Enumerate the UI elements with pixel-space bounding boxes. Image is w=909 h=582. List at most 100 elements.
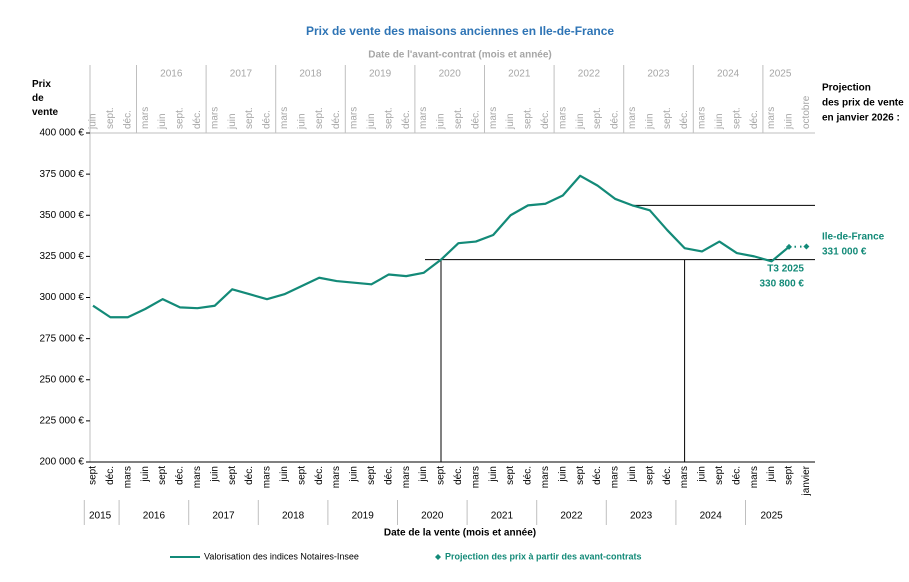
top-year-label: 2023 <box>647 69 670 80</box>
top-year-label: 2019 <box>369 69 392 80</box>
top-year-label: 2025 <box>769 69 792 80</box>
top-tick-label: sept. <box>105 107 116 129</box>
x-axis-title: Date de la vente (mois et année) <box>384 528 536 539</box>
x-tick-label: juin <box>418 466 429 483</box>
top-tick-label: mars <box>209 107 220 129</box>
top-tick-label: mars <box>418 107 429 129</box>
top-tick-label: mars <box>279 107 290 129</box>
top-tick-label: sept. <box>731 107 742 129</box>
x-year-label: 2017 <box>212 511 235 522</box>
x-tick-label: déc. <box>731 466 742 485</box>
top-tick-label: déc. <box>192 110 203 129</box>
top-tick-label: déc. <box>749 110 760 129</box>
top-year-label: 2018 <box>299 69 322 80</box>
top-tick-label: juin <box>714 113 725 130</box>
y-tick-label: 325 000 € <box>40 251 85 262</box>
annotation: Projection <box>822 83 871 94</box>
x-tick-label: sept <box>436 466 447 485</box>
annotation: en janvier 2026 : <box>822 113 900 124</box>
y-tick-label: 375 000 € <box>40 169 85 180</box>
x-tick-label: sept <box>714 466 725 485</box>
top-tick-label: juin <box>505 113 516 130</box>
top-tick-label: déc. <box>122 110 133 129</box>
top-tick-label: mars <box>349 107 360 129</box>
x-tick-label: mars <box>192 466 203 488</box>
top-tick-label: sept. <box>383 107 394 129</box>
y-tick-label: 350 000 € <box>40 210 85 221</box>
x-year-label: 2023 <box>630 511 653 522</box>
x-tick-label: mars <box>401 466 412 488</box>
x-tick-label: déc. <box>314 466 325 485</box>
x-year-label: 2022 <box>560 511 583 522</box>
top-tick-label: juin <box>227 113 238 130</box>
x-tick-label: juin <box>697 466 708 483</box>
x-tick-label: juin <box>279 466 290 483</box>
x-tick-label: juin <box>488 466 499 483</box>
top-tick-label: sept. <box>592 107 603 129</box>
x-year-label: 2019 <box>352 511 375 522</box>
top-tick-label: juin <box>157 113 168 130</box>
top-tick-label: sept. <box>523 107 534 129</box>
chart-title: Prix de vente des maisons anciennes en I… <box>306 24 614 38</box>
x-tick-label: juin <box>209 466 220 483</box>
x-tick-label: sept <box>784 466 795 485</box>
top-tick-label: sept. <box>175 107 186 129</box>
annotation: Ile-de-France <box>822 232 885 243</box>
top-tick-label: déc. <box>262 110 273 129</box>
x-tick-label: déc. <box>105 466 116 485</box>
x-tick-label: déc. <box>383 466 394 485</box>
top-year-label: 2024 <box>717 69 740 80</box>
x-year-label: 2016 <box>143 511 166 522</box>
x-tick-label: juin <box>557 466 568 483</box>
x-tick-label: mars <box>262 466 273 488</box>
x-tick-label: sept <box>88 466 99 485</box>
top-tick-label: octobre <box>801 95 812 129</box>
legend-swatch <box>435 554 441 560</box>
top-tick-label: juin <box>644 113 655 130</box>
x-tick-label: déc. <box>244 466 255 485</box>
annotation: des prix de vente <box>822 98 904 109</box>
x-tick-label: sept <box>296 466 307 485</box>
x-tick-label: mars <box>331 466 342 488</box>
x-tick-label: juin <box>627 466 638 483</box>
y-axis-title: Prix de vente <box>32 79 59 118</box>
top-year-label: 2020 <box>439 69 462 80</box>
top-tick-label: sept. <box>314 107 325 129</box>
top-tick-label: déc. <box>331 110 342 129</box>
x-tick-label: juin <box>140 466 151 483</box>
x-tick-label: mars <box>679 466 690 488</box>
y-tick-label: 400 000 € <box>40 128 85 139</box>
x-tick-label: sept <box>157 466 168 485</box>
x-year-label: 2020 <box>421 511 444 522</box>
x-year-label: 2024 <box>700 511 723 522</box>
x-tick-label: déc. <box>523 466 534 485</box>
y-tick-label: 225 000 € <box>40 416 85 427</box>
top-tick-label: juin <box>296 113 307 130</box>
top-year-label: 2017 <box>230 69 253 80</box>
x-year-label: 2021 <box>491 511 514 522</box>
top-axis-title: Date de l'avant-contrat (mois et année) <box>368 50 552 61</box>
data-line <box>92 174 790 319</box>
x-tick-label: sept <box>505 466 516 485</box>
top-tick-label: sept. <box>244 107 255 129</box>
top-tick-label: sept. <box>662 107 673 129</box>
top-tick-label: mars <box>557 107 568 129</box>
top-tick-label: déc. <box>470 110 481 129</box>
top-tick-label: juin <box>784 113 795 130</box>
annotation: 331 000 € <box>822 247 867 258</box>
top-tick-label: mars <box>697 107 708 129</box>
legend-label: Projection des prix à partir des avant-c… <box>445 551 642 561</box>
top-tick-label: déc. <box>540 110 551 129</box>
top-year-label: 2021 <box>508 69 531 80</box>
top-year-label: 2022 <box>578 69 601 80</box>
x-tick-label: juin <box>349 466 360 483</box>
x-tick-label: déc. <box>662 466 673 485</box>
x-tick-label: sept <box>644 466 655 485</box>
annotation: 330 800 € <box>760 279 805 290</box>
projection-point <box>803 243 810 250</box>
x-tick-label: déc. <box>592 466 603 485</box>
x-tick-label: sept <box>366 466 377 485</box>
projection-point <box>786 243 792 250</box>
x-year-label: 2018 <box>282 511 305 522</box>
